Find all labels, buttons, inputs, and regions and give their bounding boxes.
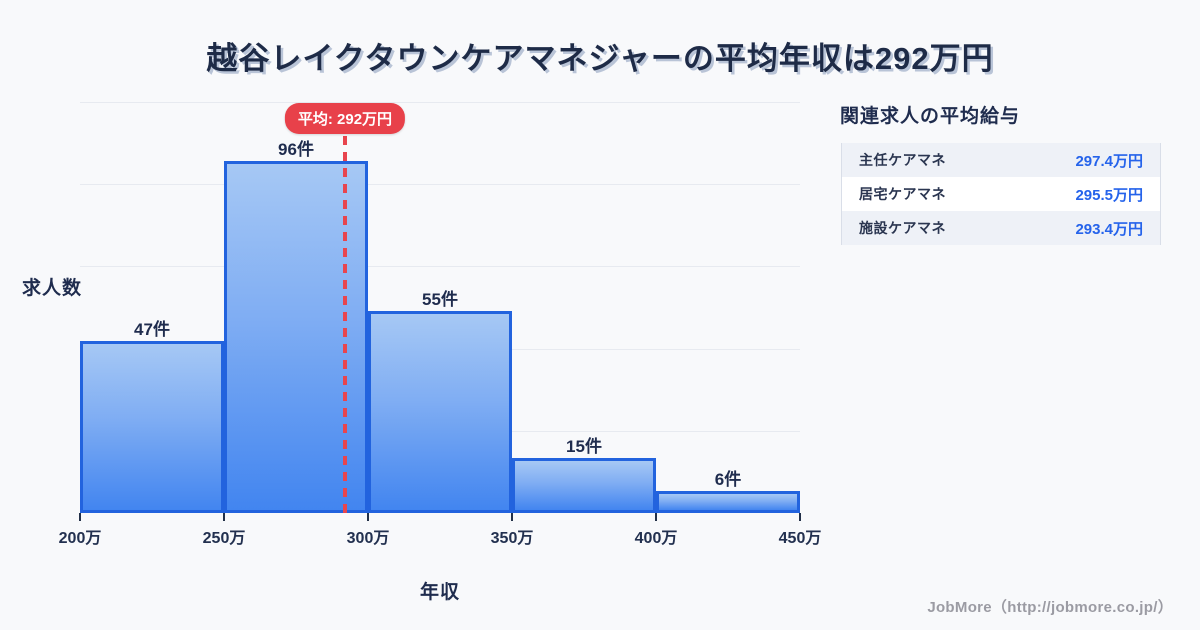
y-axis-title: 求人数 xyxy=(22,278,83,299)
x-axis-tick-label: 300万 xyxy=(346,530,390,547)
table-row: 主任ケアマネ 297.4万円 xyxy=(842,143,1160,177)
histogram-bar xyxy=(656,491,800,513)
footer-credit: JobMore（http://jobmore.co.jp/） xyxy=(927,599,1173,616)
x-axis-title: 年収 xyxy=(419,582,460,603)
x-axis-tick xyxy=(79,513,81,521)
gridline xyxy=(80,266,800,268)
job-type-label: 主任ケアマネ xyxy=(859,152,946,168)
related-jobs-panel-title: 関連求人の平均給与 xyxy=(840,106,1021,127)
x-axis-tick-label: 250万 xyxy=(202,530,246,547)
x-axis-tick xyxy=(511,513,513,521)
job-type-label: 施設ケアマネ xyxy=(859,220,946,236)
histogram-bar xyxy=(80,340,224,513)
gridline xyxy=(80,102,800,103)
related-jobs-table: 主任ケアマネ 297.4万円 居宅ケアマネ 295.5万円 施設ケアマネ 293… xyxy=(841,143,1161,245)
histogram-bar xyxy=(368,311,512,513)
x-axis-tick xyxy=(223,513,225,521)
plot-area: 47件 96件 55件 15件 6件 xyxy=(80,102,800,513)
page-title: 越谷レイクタウンケアマネジャーの平均年収は292万円 xyxy=(206,41,994,76)
bar-value-label: 6件 xyxy=(714,470,742,489)
job-type-label: 居宅ケアマネ xyxy=(859,186,946,202)
salary-value: 295.5万円 xyxy=(1075,186,1143,204)
x-axis-tick xyxy=(799,513,801,521)
x-axis-tick-label: 450万 xyxy=(778,530,822,547)
average-line xyxy=(342,136,347,513)
bar-value-label: 47件 xyxy=(134,319,170,339)
histogram-bar xyxy=(512,458,656,513)
bar-value-label: 96件 xyxy=(278,140,314,159)
x-axis-tick xyxy=(367,513,369,521)
gridline xyxy=(80,184,800,186)
average-badge: 平均: 292万円 xyxy=(284,103,406,134)
salary-value: 293.4万円 xyxy=(1075,220,1143,238)
x-axis-tick xyxy=(655,513,657,521)
x-axis-tick-label: 400万 xyxy=(634,530,678,547)
salary-value: 297.4万円 xyxy=(1075,152,1143,170)
bar-value-label: 55件 xyxy=(422,290,458,310)
x-axis-tick-label: 200万 xyxy=(58,530,102,547)
bar-value-label: 15件 xyxy=(566,437,602,456)
x-axis-tick-label: 350万 xyxy=(490,530,534,547)
table-row: 居宅ケアマネ 295.5万円 xyxy=(842,177,1160,211)
table-row: 施設ケアマネ 293.4万円 xyxy=(842,211,1160,245)
